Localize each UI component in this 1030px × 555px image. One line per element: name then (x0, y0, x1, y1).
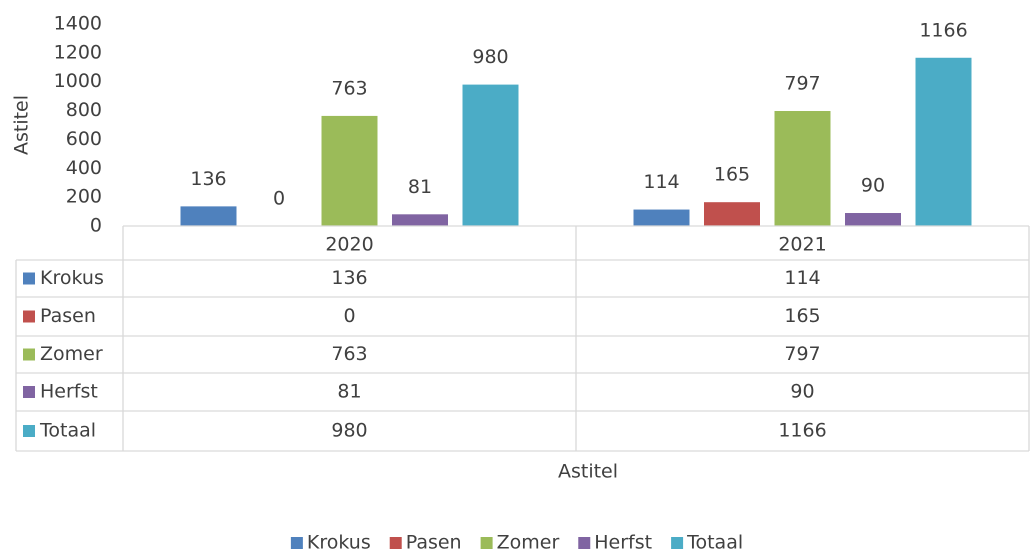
table-cell: 0 (343, 305, 355, 327)
table-cell: 797 (784, 343, 820, 365)
bar (321, 115, 378, 226)
data-label: 980 (472, 46, 508, 68)
legend-key (389, 537, 402, 549)
legend-label: Pasen (406, 532, 462, 552)
table-row-label: Krokus (40, 267, 104, 289)
bar (392, 214, 448, 226)
data-label: 136 (190, 168, 226, 190)
table-cell: 81 (337, 381, 361, 403)
table-cell: 90 (790, 381, 814, 403)
table-cell: 980 (331, 420, 367, 442)
x-tick-label: 2020 (325, 234, 373, 256)
table-cell: 114 (784, 267, 820, 289)
legend-key (671, 537, 684, 549)
legend-key (578, 537, 591, 549)
table-cell: 136 (331, 267, 367, 289)
y-tick-label: 1200 (54, 41, 102, 63)
y-tick-label: 200 (66, 186, 102, 208)
legend-key (480, 537, 493, 549)
table-cell: 1166 (778, 420, 826, 442)
y-axis-title: Astitel (11, 95, 33, 155)
data-label: 81 (408, 176, 432, 198)
table-row-label: Pasen (40, 305, 96, 327)
data-label: 165 (714, 164, 750, 186)
legend-key (290, 537, 303, 549)
y-tick-label: 1400 (54, 13, 102, 35)
y-tick-label: 0 (90, 215, 102, 237)
y-tick-label: 1000 (54, 70, 102, 92)
data-label: 797 (784, 73, 820, 95)
bar (915, 57, 972, 227)
data-label: 0 (273, 188, 285, 210)
y-tick-label: 800 (66, 99, 102, 121)
table-row-label: Totaal (39, 420, 96, 442)
bar (774, 111, 831, 226)
y-tick-label: 400 (66, 157, 102, 179)
legend-label: Zomer (497, 532, 560, 552)
data-label: 114 (643, 171, 679, 193)
table-cell: 165 (784, 305, 820, 327)
legend-label: Herfst (594, 532, 652, 552)
x-tick-label: 2021 (778, 234, 826, 256)
table-legend-key (23, 348, 35, 361)
y-tick-label: 600 (66, 128, 102, 150)
legend-label: Totaal (686, 532, 743, 552)
data-label: 763 (331, 77, 367, 99)
table-cell: 763 (331, 343, 367, 365)
table-legend-key (23, 272, 35, 285)
bar (180, 206, 237, 226)
table-legend-key (23, 425, 35, 437)
bar (845, 213, 901, 226)
table-legend-key (23, 386, 35, 398)
table-row-label: Zomer (40, 343, 103, 365)
data-label: 1166 (919, 19, 967, 41)
data-label: 90 (861, 175, 885, 197)
x-axis-title: Astitel (558, 461, 618, 483)
table-row-label: Herfst (40, 381, 98, 403)
legend-label: Krokus (307, 532, 371, 552)
bar (633, 209, 690, 226)
bar (462, 84, 519, 226)
table-legend-key (23, 310, 35, 323)
bar (704, 202, 760, 226)
